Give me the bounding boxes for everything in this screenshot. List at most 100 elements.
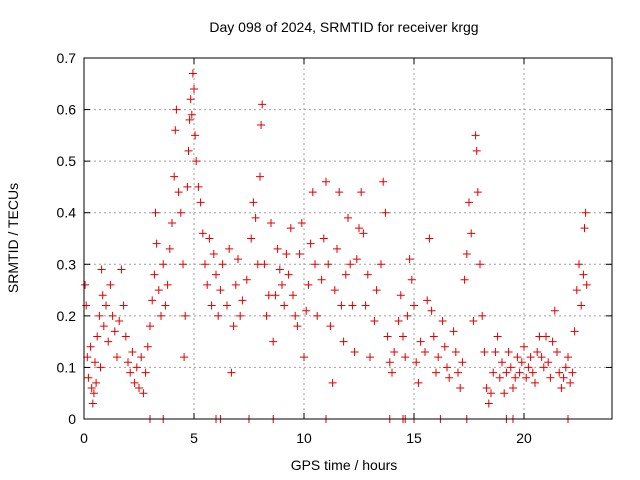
data-point [161, 301, 170, 310]
x-axis-label: GPS time / hours [291, 457, 398, 473]
data-point [350, 347, 359, 356]
data-point [146, 322, 154, 331]
data-point [102, 301, 110, 310]
data-point [550, 306, 559, 315]
data-point [148, 296, 157, 305]
y-tick-label: 0.5 [57, 153, 77, 169]
data-point [192, 157, 201, 166]
data-point [566, 378, 575, 387]
x-tick-label: 15 [406, 430, 422, 446]
data-point [517, 358, 526, 367]
data-point [379, 177, 388, 186]
data-point [410, 301, 418, 310]
data-point [469, 317, 478, 326]
data-point [180, 353, 189, 362]
data-point [96, 363, 105, 372]
data-point [328, 378, 337, 387]
y-tick-label: 0 [68, 411, 76, 427]
data-point [154, 286, 163, 295]
data-point [124, 358, 132, 367]
data-point [579, 270, 588, 279]
data-point [504, 347, 513, 356]
data-point [363, 270, 372, 279]
data-point [372, 286, 381, 295]
data-point [509, 384, 517, 393]
data-point [412, 358, 421, 367]
data-point [106, 280, 115, 289]
data-point [98, 291, 107, 300]
data-point [339, 337, 348, 346]
data-point [179, 260, 187, 269]
data-point [471, 131, 480, 140]
data-point [83, 353, 92, 362]
data-point [401, 353, 410, 362]
data-point [119, 301, 128, 310]
x-tick-label: 5 [190, 430, 198, 446]
data-point [183, 182, 192, 191]
x-tick-label: 20 [516, 430, 532, 446]
data-point [286, 224, 295, 233]
data-point [429, 332, 438, 341]
data-point [357, 188, 366, 197]
data-point [186, 95, 195, 104]
data-point [284, 270, 293, 279]
data-point [542, 332, 550, 341]
data-point [304, 280, 313, 289]
data-point [117, 265, 126, 274]
data-point [423, 296, 432, 305]
data-point [168, 219, 176, 228]
data-point [93, 332, 102, 341]
data-point [319, 234, 328, 243]
data-point [91, 358, 99, 367]
y-tick-label: 0.7 [57, 50, 77, 66]
data-point [271, 291, 280, 300]
data-point [570, 327, 579, 336]
data-point [218, 260, 227, 269]
data-point [89, 389, 98, 398]
data-point [256, 172, 264, 181]
data-point [568, 368, 577, 377]
data-point [399, 332, 407, 341]
plot-frame [83, 57, 613, 420]
data-point [403, 311, 412, 320]
data-point [108, 311, 117, 320]
data-point [539, 363, 548, 372]
data-point [388, 368, 396, 377]
y-tick-label: 0.6 [57, 102, 77, 118]
data-point [137, 353, 146, 362]
data-point [95, 311, 104, 320]
data-point [520, 342, 528, 351]
data-point [427, 306, 436, 315]
data-point [293, 322, 302, 331]
data-point [92, 378, 101, 387]
data-point [322, 177, 330, 186]
data-point [484, 399, 493, 408]
data-point [291, 311, 300, 320]
data-point [110, 327, 119, 336]
data-point [174, 188, 183, 197]
data-point [449, 327, 458, 336]
data-point [348, 301, 357, 310]
chart-title: Day 098 of 2024, SRMTID for receiver krg… [209, 19, 478, 35]
data-point [181, 311, 190, 320]
data-point [135, 384, 143, 393]
data-point [113, 353, 121, 362]
data-point [377, 260, 385, 269]
data-point [231, 280, 240, 289]
y-tick-label: 0.3 [57, 256, 77, 272]
data-point [191, 131, 200, 140]
data-point [87, 384, 96, 393]
data-point [289, 291, 297, 300]
data-point [346, 260, 355, 269]
data-point [522, 373, 531, 382]
data-point [249, 198, 258, 207]
data-point [366, 353, 374, 362]
data-point [297, 219, 306, 228]
data-point [337, 301, 346, 310]
data-point [176, 208, 185, 217]
data-point [476, 260, 484, 269]
data-point [582, 280, 591, 289]
data-point [581, 208, 590, 217]
axis-ticks: 0 0.1 0.2 0.3 0.4 0.5 0.6 0.7 0 5 10 15 20 [57, 50, 612, 446]
data-point [341, 270, 350, 279]
